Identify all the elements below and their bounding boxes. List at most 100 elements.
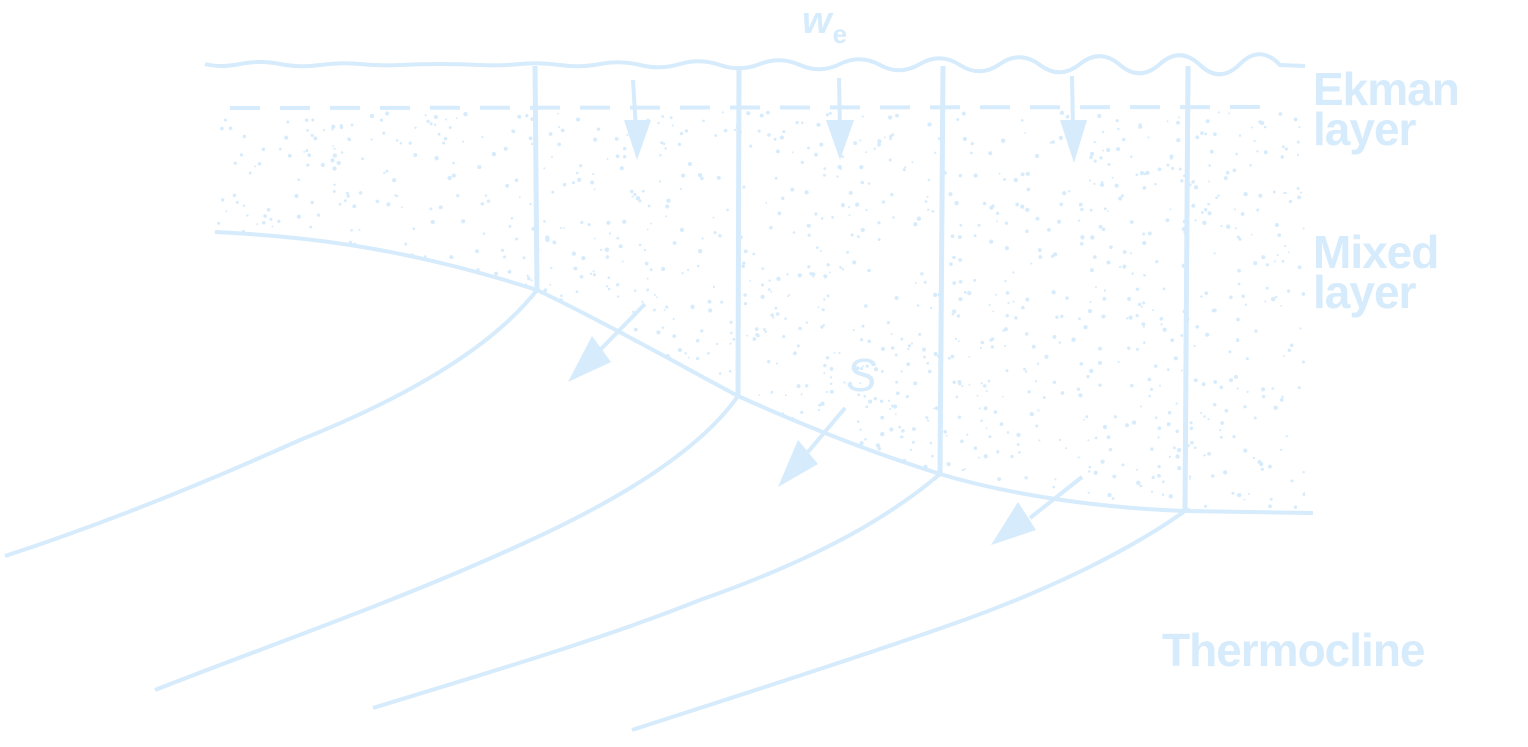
stipple-dot [508, 488, 513, 493]
stipple-dot [1189, 421, 1193, 425]
stipple-dot [1231, 491, 1235, 495]
stipple-dot [712, 285, 716, 288]
stipple-dot [1024, 332, 1029, 336]
stipple-dot [1272, 190, 1276, 194]
stipple-dot [633, 327, 638, 332]
stipple-dot [1265, 263, 1270, 267]
stipple-dot [737, 456, 740, 459]
stipple-dot [767, 288, 771, 291]
stipple-dot [633, 192, 637, 197]
stipple-dot [1211, 474, 1215, 478]
stipple-dot [491, 295, 496, 300]
stipple-dot [1217, 194, 1220, 197]
stipple-dot [948, 192, 953, 197]
stipple-dot [1195, 324, 1200, 329]
stipple-dot [804, 438, 807, 441]
stipple-dot [848, 381, 853, 385]
stipple-dot [1029, 411, 1034, 417]
stipple-dot [550, 155, 553, 158]
down-arrow-2-head [826, 120, 854, 160]
stipple-dot [401, 449, 405, 453]
stipple-dot [733, 128, 737, 132]
stipple-dot [688, 485, 691, 487]
stipple-dot [1260, 467, 1264, 471]
stipple-dot [665, 305, 669, 309]
stipple-dot [517, 114, 522, 119]
stipple-dot [385, 270, 389, 274]
stipple-dot [932, 407, 935, 410]
stipple-dot [1038, 439, 1041, 442]
stipple-dot [819, 249, 822, 253]
stipple-dot [447, 175, 452, 181]
stipple-dot [325, 320, 329, 324]
stipple-dot [950, 234, 955, 239]
stipple-dot [330, 509, 335, 512]
stipple-dot [927, 122, 932, 127]
stipple-dot [863, 394, 867, 398]
stipple-dot [270, 395, 273, 398]
stipple-dot [895, 391, 900, 396]
stipple-dot [511, 129, 516, 134]
stipple-dot [688, 451, 694, 457]
stipple-dot [616, 295, 620, 298]
stipple-dot [1034, 380, 1038, 383]
stipple-dot [926, 195, 929, 198]
stipple-dot [427, 357, 432, 361]
stipple-dot [1150, 490, 1154, 493]
stipple-dot [679, 187, 682, 191]
stipple-dot [1076, 387, 1081, 391]
stipple-dot [1078, 202, 1083, 207]
stipple-dot [614, 375, 617, 379]
column-line-2 [735, 65, 742, 397]
stipple-dot [1097, 113, 1102, 119]
stipple-dot [800, 160, 804, 165]
stipple-dot [831, 216, 834, 219]
stipple-dot [1067, 190, 1071, 193]
stipple-dot [656, 330, 661, 335]
stipple-dot [650, 454, 655, 458]
stipple-dot [666, 198, 671, 203]
stipple-dot [752, 479, 755, 482]
stipple-dot [716, 342, 719, 346]
stipple-dot [417, 403, 420, 406]
stipple-dot [701, 388, 704, 391]
stipple-dot [993, 502, 999, 507]
stipple-dot [934, 406, 939, 411]
stipple-dot [933, 292, 938, 298]
stipple-dot [486, 199, 491, 203]
stipple-dot [859, 139, 862, 142]
stipple-dot [714, 134, 718, 137]
stipple-dot [795, 120, 799, 125]
stipple-dot [1140, 405, 1143, 408]
stipple-dot [231, 450, 237, 455]
stipple-dot [888, 158, 892, 162]
stipple-dot [879, 460, 884, 464]
stipple-dot [1143, 273, 1146, 277]
stipple-dot [817, 306, 820, 309]
stipple-dot [1101, 227, 1106, 232]
stipple-dot [1058, 341, 1062, 344]
stipple-dot [570, 473, 574, 477]
stipple-dot [848, 214, 851, 217]
stipple-dot [604, 488, 607, 492]
stipple-dot [1018, 451, 1021, 454]
stipple-dot [1274, 222, 1279, 228]
stipple-dot [879, 399, 884, 403]
stipple-dot [1177, 466, 1182, 471]
stipple-dot [379, 480, 383, 484]
stipple-dot [931, 209, 935, 213]
stipple-dot [1049, 141, 1052, 144]
stipple-dot [993, 410, 998, 414]
stipple-dot [929, 441, 933, 445]
stipple-dot [1173, 356, 1178, 361]
stipple-dot [331, 128, 334, 131]
we-main: w [802, 0, 832, 42]
stipple-dot [1082, 418, 1085, 421]
stipple-dot [662, 142, 666, 146]
stipple-dot [861, 324, 865, 328]
stipple-dot [908, 479, 911, 482]
stipple-dot [382, 309, 386, 313]
stipple-dot [1131, 272, 1134, 275]
stipple-dot [980, 382, 983, 385]
stipple-dot [430, 219, 435, 225]
